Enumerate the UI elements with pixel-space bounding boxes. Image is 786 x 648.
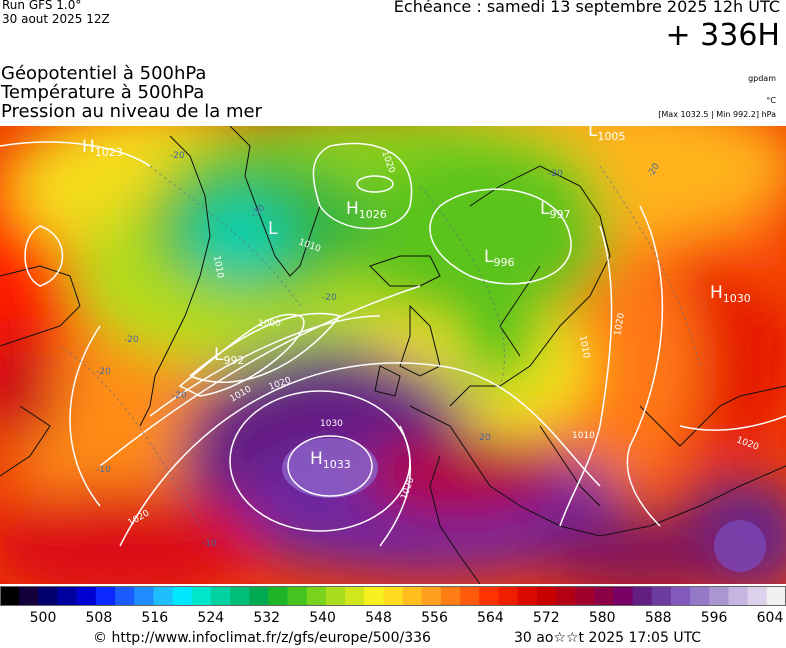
scale-swatch <box>479 586 500 606</box>
temperature-label: -20 <box>172 391 187 401</box>
scale-swatch <box>690 586 710 606</box>
scale-swatch <box>115 586 135 606</box>
coastlines <box>0 126 786 584</box>
isobar-label: 1020 <box>613 312 627 337</box>
title-geopotential: Géopotentiel à 500hPa <box>1 63 207 84</box>
isobar-label: 1000 <box>258 319 281 329</box>
temperature-label: -20 <box>170 151 185 161</box>
weather-map: H1023 L1005 H1026 L997 L996 H1030 L992 H… <box>0 126 786 584</box>
scale-swatch <box>134 586 154 606</box>
temperature-label: -10 <box>96 465 111 475</box>
scale-swatch <box>498 586 519 606</box>
scale-swatch <box>728 586 749 606</box>
scale-swatch <box>651 586 672 606</box>
scale-tick-label: 516 <box>141 610 169 626</box>
scale-swatch <box>325 586 346 606</box>
isobar-label: 1030 <box>320 419 343 429</box>
scale-swatch <box>670 586 691 606</box>
temperature-label: -20 <box>124 335 139 345</box>
scale-swatch <box>517 586 538 606</box>
scale-swatch <box>747 586 768 606</box>
unit-celsius: °C <box>766 96 776 105</box>
center-value: 1030 <box>723 292 751 305</box>
scale-swatch <box>153 586 174 606</box>
scale-swatch <box>613 586 634 606</box>
scale-tick-label: 588 <box>644 610 672 626</box>
isobar-label: 1010 <box>211 255 225 280</box>
title-pressure: Pression au niveau de la mer <box>1 101 262 122</box>
title-temperature: Température à 500hPa <box>1 82 205 103</box>
scale-swatch <box>268 586 289 606</box>
center-value: 992 <box>223 354 244 367</box>
isobar-label: 1010 <box>572 431 595 441</box>
temperature-isotherms <box>59 165 701 527</box>
center-value: 1023 <box>95 146 123 159</box>
scale-swatch <box>536 586 557 606</box>
scale-swatch <box>210 586 231 606</box>
low-center: L <box>268 219 278 239</box>
generation-timestamp: 30 ao☆☆t 2025 17:05 UTC <box>514 630 702 646</box>
scale-tick-label: 540 <box>309 610 336 626</box>
scale-tick-label: 596 <box>700 610 728 626</box>
scale-swatch <box>57 586 78 606</box>
scale-swatch <box>95 586 116 606</box>
scale-tick-label: 532 <box>253 610 281 626</box>
scale-swatch <box>306 586 327 606</box>
scale-swatch <box>594 586 615 606</box>
scale-swatch <box>287 586 308 606</box>
geopotential-field <box>0 126 786 584</box>
scale-tick-label: 500 <box>29 610 57 626</box>
scale-swatch <box>76 586 97 606</box>
scale-tick-label: 572 <box>532 610 560 626</box>
temperature-label: -20 <box>476 433 491 443</box>
scale-swatch <box>0 586 20 606</box>
scale-tick-label: 556 <box>421 610 448 626</box>
center-value: 1026 <box>359 208 387 221</box>
low-center: L1005 <box>588 126 625 143</box>
scale-swatch <box>709 586 730 606</box>
scale-swatch <box>172 586 193 606</box>
scale-tick-label: 564 <box>477 610 504 626</box>
center-value: 1005 <box>597 130 625 143</box>
scale-tick-label: 548 <box>365 610 392 626</box>
scale-tick-label: 580 <box>588 610 616 626</box>
run-date: 30 aout 2025 12Z <box>2 12 110 26</box>
scale-swatch <box>555 586 576 606</box>
unit-pressure-range: [Max 1032.5 | Min 992.2] hPa <box>658 110 776 119</box>
forecast-hour: + 336H <box>665 18 781 53</box>
center-value: 997 <box>549 208 570 221</box>
temperature-label: -20 <box>322 293 337 303</box>
temperature-label: -20 <box>96 367 111 377</box>
isobars <box>0 141 786 547</box>
run-label: Run GFS 1.0° <box>2 0 82 12</box>
temperature-label: -20 <box>548 169 563 179</box>
temperature-label: -10 <box>202 539 217 549</box>
scale-swatch <box>421 586 442 606</box>
scale-swatch <box>364 586 385 606</box>
scale-swatch <box>460 586 480 606</box>
center-value: 1033 <box>323 458 351 471</box>
center-value: 996 <box>493 256 514 269</box>
scale-swatch <box>38 586 59 606</box>
scale-tick-label: 524 <box>197 610 225 626</box>
scale-swatch <box>191 586 212 606</box>
scale-tick-label: 604 <box>756 610 784 626</box>
scale-swatch <box>19 586 39 606</box>
scale-swatch <box>345 586 365 606</box>
echeance-label: Echéance : samedi 13 septembre 2025 12h … <box>393 0 780 16</box>
scale-swatch <box>766 586 786 606</box>
isobar-label: 1010 <box>577 335 591 360</box>
scale-swatch <box>402 586 423 606</box>
scale-swatch <box>249 586 269 606</box>
scale-swatch <box>632 586 653 606</box>
scale-swatch <box>440 586 461 606</box>
scale-tick-label: 508 <box>85 610 113 626</box>
scale-swatch <box>230 586 250 606</box>
scale-swatch <box>383 586 404 606</box>
copyright-link[interactable]: © http://www.infoclimat.fr/z/gfs/europe/… <box>93 630 431 646</box>
unit-gpdam: gpdam <box>748 74 776 83</box>
color-scale <box>0 586 786 606</box>
scale-swatch <box>575 586 595 606</box>
